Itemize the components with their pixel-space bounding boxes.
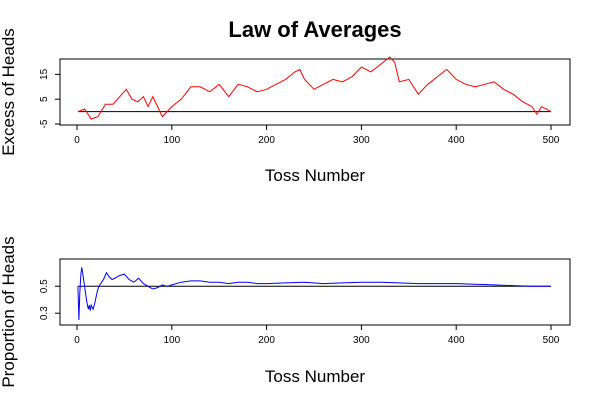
x-tick-label: 500 xyxy=(543,335,560,346)
figure-title: Law of Averages xyxy=(228,17,401,42)
y-axis-label: Proportion of Heads xyxy=(0,236,18,387)
x-tick-label: 300 xyxy=(353,335,370,346)
y-tick-label: 15 xyxy=(39,68,50,80)
x-tick-label: 200 xyxy=(258,335,275,346)
excess-of-heads-panel: 0 100 200 300 400 500 -5 5 15 Toss Number Excess… xyxy=(0,28,571,185)
y-tick-label: 0.5 xyxy=(39,279,50,293)
x-tick-label: 400 xyxy=(448,135,465,146)
x-axis-label: Toss Number xyxy=(265,166,365,185)
plot-frame xyxy=(59,58,571,126)
x-tick-label: 0 xyxy=(74,135,80,146)
x-tick-label: 400 xyxy=(448,335,465,346)
x-tick-label: 300 xyxy=(353,135,370,146)
plot-frame xyxy=(59,258,571,326)
proportion-of-heads-panel: 0 100 200 300 400 500 0.3 0.5 Toss Number Propo… xyxy=(0,236,571,388)
x-tick-label: 500 xyxy=(543,135,560,146)
excess-of-heads-series-line xyxy=(77,56,552,120)
x-tick-label: 200 xyxy=(258,135,275,146)
proportion-of-heads-series-line xyxy=(77,267,551,321)
axis-ticks: 0 100 200 300 400 500 0.3 0.5 xyxy=(39,279,560,346)
y-tick-label: 0.3 xyxy=(39,306,50,320)
axis-ticks: 0 100 200 300 400 500 -5 5 15 xyxy=(39,68,560,146)
y-axis-label: Excess of Heads xyxy=(0,28,18,156)
x-tick-label: 100 xyxy=(163,335,180,346)
x-tick-label: 100 xyxy=(163,135,180,146)
x-axis-label: Toss Number xyxy=(265,367,365,386)
y-tick-label: 5 xyxy=(39,96,50,102)
x-tick-label: 0 xyxy=(74,335,80,346)
y-tick-label: -5 xyxy=(39,119,50,128)
